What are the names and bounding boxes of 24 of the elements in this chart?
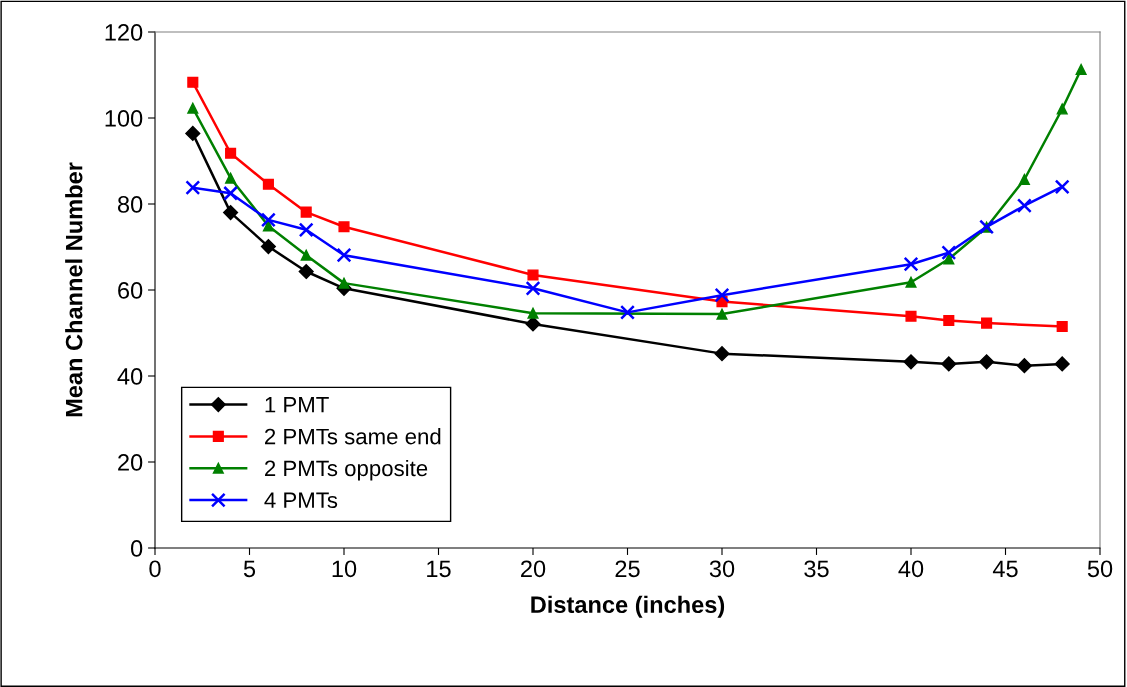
y-tick-label: 20 bbox=[118, 454, 143, 471]
x-tick-label: 15 bbox=[427, 560, 451, 578]
y-tick-label: 120 bbox=[105, 24, 143, 41]
x-tick-label: 10 bbox=[332, 560, 357, 578]
legend-label: 4 PMTs bbox=[264, 492, 338, 509]
x-tick-label: 40 bbox=[898, 560, 924, 578]
y-axis-title: Mean Channel Number bbox=[65, 162, 83, 417]
x-tick-label: 45 bbox=[992, 560, 1018, 578]
x-tick-label: 30 bbox=[709, 560, 735, 578]
y-tick-label: 40 bbox=[117, 368, 143, 385]
x-tick-label: 35 bbox=[804, 560, 829, 578]
y-tick-label: 80 bbox=[117, 196, 143, 213]
y-tick-label: 60 bbox=[118, 282, 143, 299]
legend-label: 2 PMTs opposite bbox=[265, 459, 428, 481]
x-tick-label: 5 bbox=[243, 560, 256, 578]
x-tick-label: 50 bbox=[1087, 560, 1113, 578]
x-tick-label: 20 bbox=[521, 560, 546, 578]
y-tick-label: 0 bbox=[130, 540, 143, 557]
x-tick-label: 0 bbox=[149, 560, 161, 578]
x-tick-label: 25 bbox=[615, 560, 640, 578]
y-tick-label: 100 bbox=[105, 110, 143, 127]
legend-label: 2 PMTs same end bbox=[265, 428, 441, 445]
x-axis-title: Distance (inches) bbox=[531, 595, 725, 618]
legend-label: 1 PMT bbox=[265, 397, 329, 413]
